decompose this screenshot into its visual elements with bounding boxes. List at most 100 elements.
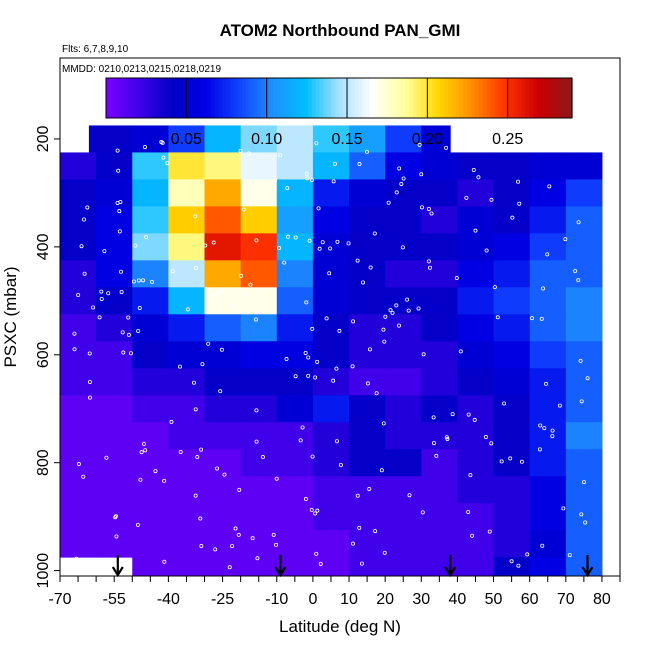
- heatmap-cell: [385, 287, 422, 315]
- sample-point: [516, 179, 521, 184]
- chart-title: ATOM2 Northbound PAN_GMI: [220, 21, 461, 40]
- sample-point: [285, 186, 290, 191]
- heatmap-cell: [385, 422, 422, 450]
- sample-point: [114, 534, 119, 539]
- sample-point: [116, 168, 121, 173]
- heatmap-cell: [312, 260, 350, 288]
- heatmap-cell: [385, 476, 422, 504]
- colorbar-swatch: [222, 78, 227, 118]
- colorbar-swatch: [525, 78, 530, 118]
- heatmap-cell: [529, 476, 567, 504]
- sample-point: [119, 289, 124, 294]
- heatmap-cell: [96, 233, 133, 261]
- heatmap-cell: [312, 557, 350, 577]
- sample-point: [193, 214, 198, 219]
- sample-point: [394, 190, 399, 195]
- heatmap-cell: [457, 422, 495, 450]
- colorbar-swatch: [451, 78, 457, 118]
- sample-point: [117, 229, 122, 234]
- colorbar-swatch: [319, 78, 325, 118]
- sample-point: [314, 141, 319, 146]
- sample-point: [426, 206, 431, 211]
- sample-point: [576, 278, 581, 283]
- sample-point: [434, 453, 439, 458]
- sample-point: [476, 175, 481, 180]
- colorbar-swatch: [187, 78, 193, 118]
- x-tick-label: 10: [340, 591, 358, 608]
- colorbar-swatch: [529, 78, 534, 118]
- heatmap-cell: [385, 152, 422, 180]
- heatmap-cell: [421, 530, 458, 558]
- heatmap-cell: [60, 395, 97, 423]
- colorbar-swatch: [568, 78, 573, 118]
- heatmap-cell: [457, 287, 495, 315]
- colorbar-swatch: [300, 78, 305, 118]
- colorbar-swatch: [144, 78, 150, 118]
- heatmap-cell: [385, 395, 422, 423]
- heatmap-cell: [96, 314, 133, 342]
- heatmap-cell: [493, 503, 531, 531]
- heatmap-cell: [385, 314, 422, 342]
- heatmap-cell: [240, 260, 278, 288]
- sample-point: [333, 161, 338, 166]
- sample-point: [331, 378, 336, 383]
- sample-point: [113, 515, 118, 520]
- heatmap-cell: [60, 233, 97, 261]
- heatmap-cell: [565, 179, 603, 207]
- colorbar-swatch: [261, 78, 266, 118]
- heatmap-cell: [240, 557, 278, 577]
- sample-point: [466, 509, 471, 514]
- heatmap-cell: [204, 125, 242, 153]
- y-tick-label: 400: [35, 233, 52, 260]
- heatmap-cell: [529, 287, 567, 315]
- heatmap-cell: [349, 233, 386, 261]
- sample-point: [277, 246, 282, 251]
- sample-point: [136, 278, 141, 283]
- heatmap-cell: [204, 449, 242, 477]
- sample-point: [81, 474, 86, 479]
- colorbar-swatch: [168, 78, 173, 118]
- heatmap-cell: [312, 422, 350, 450]
- heatmap-cell: [132, 152, 169, 180]
- heatmap-cell: [493, 557, 531, 577]
- heatmap-cell: [276, 125, 314, 153]
- heatmap-cell: [240, 530, 278, 558]
- heatmap-cell: [60, 260, 97, 288]
- colorbar-swatch: [137, 78, 142, 118]
- sample-point: [119, 269, 124, 274]
- heatmap-cell: [132, 206, 169, 234]
- sample-point: [396, 323, 401, 328]
- colorbar-swatch: [533, 78, 538, 118]
- sample-point: [139, 450, 144, 455]
- heatmap-cell: [385, 530, 422, 558]
- sample-point: [365, 381, 370, 386]
- colorbar-swatch: [560, 78, 565, 118]
- heatmap-cell: [204, 260, 242, 288]
- sample-point: [121, 350, 126, 355]
- sample-point: [547, 184, 552, 189]
- heatmap-cell: [96, 449, 133, 477]
- sample-point: [334, 439, 339, 444]
- heatmap-cell: [529, 503, 567, 531]
- sample-point: [243, 292, 248, 297]
- heatmap-cell: [565, 152, 603, 180]
- colorbar-swatch: [498, 78, 503, 118]
- colorbar-swatch: [304, 78, 309, 118]
- heatmap-cell: [565, 557, 603, 577]
- colorbar-swatch: [339, 78, 344, 118]
- colorbar-swatch: [140, 78, 146, 118]
- sample-point: [427, 265, 432, 270]
- sample-point: [238, 148, 243, 153]
- colorbar-swatch: [113, 78, 119, 118]
- heatmap-cell: [565, 422, 603, 450]
- colorbar-swatch: [471, 78, 476, 118]
- sample-point: [337, 328, 342, 333]
- heatmap-cell: [421, 449, 458, 477]
- heatmap-cell: [204, 476, 242, 504]
- sample-point: [382, 550, 387, 555]
- sample-point: [199, 447, 204, 452]
- heatmap-cell: [132, 287, 169, 315]
- colorbar-tick-label: 0.15: [331, 131, 362, 148]
- colorbar-swatch: [432, 78, 437, 118]
- colorbar-swatch: [482, 78, 488, 118]
